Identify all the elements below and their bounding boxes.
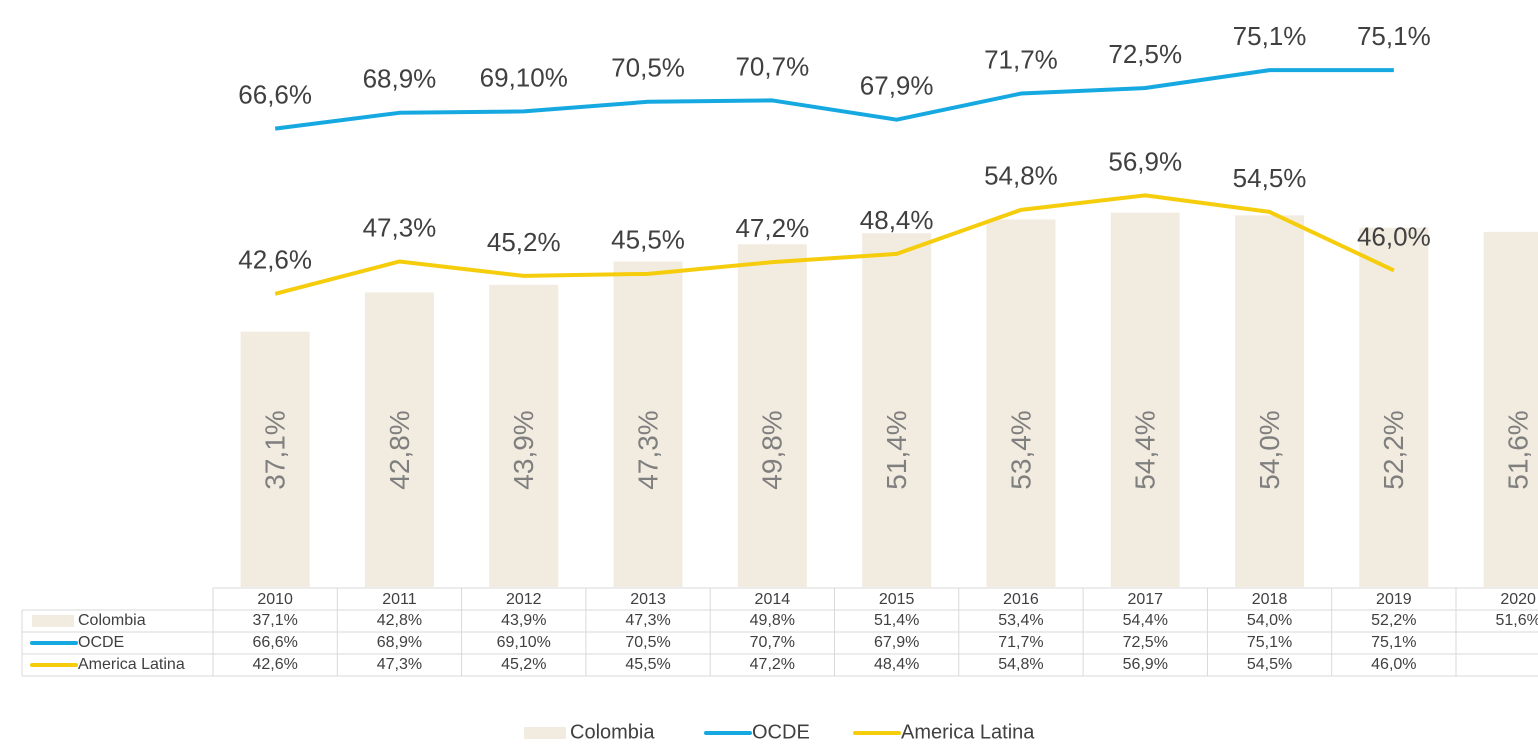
bar-value-label: 54,4% — [1130, 410, 1161, 489]
line-value-label: 46,0% — [1357, 221, 1431, 251]
bar-value-label: 51,4% — [881, 410, 912, 489]
line-value-label: 69,10% — [480, 62, 568, 92]
table-cell: 52,2% — [1371, 612, 1416, 629]
table-cell: 54,0% — [1247, 612, 1292, 629]
table-cell: 47,3% — [625, 612, 670, 629]
bar — [489, 284, 559, 587]
legend-label: America Latina — [901, 721, 1035, 743]
table-cell: 75,1% — [1247, 634, 1292, 651]
line-value-label: 42,6% — [238, 245, 312, 275]
bar — [364, 292, 434, 587]
table-header: 2014 — [755, 591, 791, 608]
table-cell: 42,6% — [252, 656, 297, 673]
table-cell: 48,4% — [874, 656, 919, 673]
table-cell: 47,3% — [377, 656, 422, 673]
line-value-label: 70,5% — [611, 53, 685, 83]
table-header: 2011 — [382, 591, 417, 608]
table-row-label: OCDE — [78, 634, 124, 651]
table-cell: 54,4% — [1123, 612, 1168, 629]
legend-key — [524, 727, 566, 739]
line — [274, 68, 1394, 131]
line-value-label: 45,2% — [487, 227, 561, 257]
table-cell: 51,4% — [874, 612, 919, 629]
bar-value-label: 51,6% — [1503, 410, 1534, 489]
line-value-label: 75,1% — [1357, 21, 1431, 51]
table-header: 2019 — [1376, 591, 1412, 608]
table-cell: 46,0% — [1371, 656, 1416, 673]
bar-value-label: 47,3% — [632, 410, 663, 489]
bar — [737, 244, 807, 587]
line-value-label: 54,5% — [1233, 163, 1307, 193]
table-cell: 51,6% — [1495, 612, 1538, 629]
line-value-label: 67,9% — [860, 71, 934, 101]
table-cell: 49,8% — [750, 612, 795, 629]
bar-value-label: 43,9% — [508, 410, 539, 489]
table-header: 2012 — [506, 591, 542, 608]
legend-label: OCDE — [752, 721, 810, 743]
table-header: 2017 — [1127, 591, 1163, 608]
table-cell: 42,8% — [377, 612, 422, 629]
table-cell: 68,9% — [377, 634, 422, 651]
table-cell: 69,10% — [497, 634, 551, 651]
bar-value-label: 37,1% — [260, 410, 291, 489]
legend-label: Colombia — [570, 721, 655, 743]
table-cell: 37,1% — [252, 612, 297, 629]
bar-value-label: 54,0% — [1254, 410, 1285, 489]
bar — [1110, 212, 1180, 587]
table-cell: 72,5% — [1123, 634, 1168, 651]
line-value-label: 66,6% — [238, 80, 312, 110]
line-value-label: 47,3% — [363, 212, 437, 242]
table-header: 2018 — [1252, 591, 1288, 608]
table-row-label: Colombia — [78, 612, 146, 629]
table-legend-key — [32, 615, 74, 627]
line-value-label: 75,1% — [1233, 21, 1307, 51]
line-value-label: 72,5% — [1108, 39, 1182, 69]
table-cell: 66,6% — [252, 634, 297, 651]
table-cell: 56,9% — [1123, 656, 1168, 673]
bar-value-label: 49,8% — [757, 410, 788, 489]
bar — [240, 331, 310, 587]
table-cell: 54,8% — [998, 656, 1043, 673]
bar — [986, 219, 1056, 587]
table-cell: 53,4% — [998, 612, 1043, 629]
table-cell: 75,1% — [1371, 634, 1416, 651]
bar — [613, 261, 683, 587]
bar — [1359, 227, 1429, 587]
table-header: 2015 — [879, 591, 915, 608]
table-cell: 71,7% — [998, 634, 1043, 651]
table-header: 2020 — [1500, 591, 1536, 608]
bar — [1235, 215, 1305, 587]
line-value-label: 68,9% — [363, 64, 437, 94]
table-cell: 43,9% — [501, 612, 546, 629]
bar-value-label: 52,2% — [1378, 410, 1409, 489]
line-value-label: 54,8% — [984, 161, 1058, 191]
table-header: 2013 — [630, 591, 666, 608]
line-value-label: 70,7% — [735, 51, 809, 81]
table-header: 2010 — [257, 591, 293, 608]
line — [274, 193, 1395, 296]
line-value-label: 48,4% — [860, 205, 934, 235]
table-cell: 70,7% — [750, 634, 795, 651]
table-cell: 47,2% — [750, 656, 795, 673]
line-value-label: 56,9% — [1108, 146, 1182, 176]
line-value-label: 45,5% — [611, 225, 685, 255]
table-cell: 45,5% — [625, 656, 670, 673]
table-cell: 45,2% — [501, 656, 546, 673]
bar-value-label: 42,8% — [384, 410, 415, 489]
table-cell: 67,9% — [874, 634, 919, 651]
bar — [862, 233, 932, 587]
table-cell: 54,5% — [1247, 656, 1292, 673]
bar-value-label: 53,4% — [1005, 410, 1036, 489]
table-cell: 70,5% — [625, 634, 670, 651]
bar — [1483, 231, 1538, 587]
line-value-label: 47,2% — [735, 213, 809, 243]
table-row-label: America Latina — [78, 656, 185, 673]
line-value-label: 71,7% — [984, 44, 1058, 74]
table-header: 2016 — [1003, 591, 1039, 608]
